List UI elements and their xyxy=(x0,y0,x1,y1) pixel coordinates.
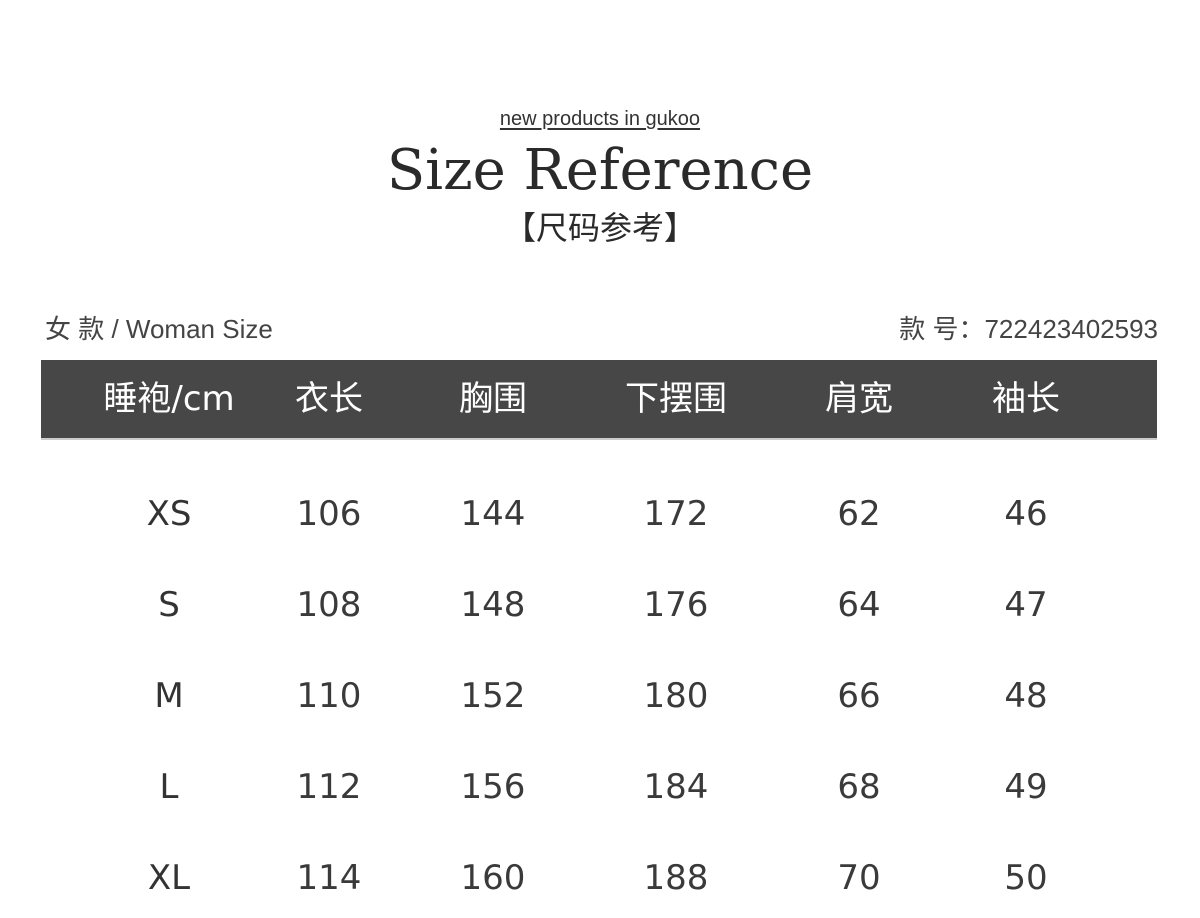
table-cell: 47 xyxy=(1004,585,1048,625)
size-label: XS xyxy=(146,494,192,534)
column-header: 袖长 xyxy=(992,379,1060,419)
size-label: L xyxy=(159,767,179,807)
table-header: 睡袍/cm 衣长 胸围 下摆围 肩宽 袖长 xyxy=(41,360,1157,440)
table-cell: 156 xyxy=(460,767,526,807)
column-header: 胸围 xyxy=(459,379,527,419)
table-cell: 144 xyxy=(460,494,526,534)
table-cell: 108 xyxy=(296,585,362,625)
table-cell: 49 xyxy=(1004,767,1048,807)
size-label: M xyxy=(154,676,184,716)
table-cell: 188 xyxy=(643,858,709,898)
table-cell: 160 xyxy=(460,858,526,898)
size-label: XL xyxy=(147,858,191,898)
table-cell: 172 xyxy=(643,494,709,534)
table-cell: 62 xyxy=(837,494,881,534)
category-label: 女 款 / Woman Size xyxy=(45,314,273,344)
column-header: 肩宽 xyxy=(825,379,893,419)
table-cell: 152 xyxy=(460,676,526,716)
table-cell: 184 xyxy=(643,767,709,807)
table-cell: 48 xyxy=(1004,676,1048,716)
column-header: 衣长 xyxy=(295,379,363,419)
table-cell: 114 xyxy=(296,858,362,898)
column-header: 睡袍/cm xyxy=(103,379,235,419)
size-label: S xyxy=(158,585,180,625)
table-cell: 68 xyxy=(837,767,881,807)
table-cell: 46 xyxy=(1004,494,1048,534)
table-cell: 176 xyxy=(643,585,709,625)
table-cell: 112 xyxy=(296,767,362,807)
tagline: new products in gukoo xyxy=(499,108,701,130)
style-number: 款 号：722423402593 xyxy=(899,314,1158,344)
column-header: 下摆围 xyxy=(625,379,727,419)
table-cell: 64 xyxy=(837,585,881,625)
page-title: Size Reference xyxy=(386,138,814,203)
table-cell: 110 xyxy=(296,676,362,716)
table-cell: 70 xyxy=(837,858,881,898)
table-cell: 106 xyxy=(296,494,362,534)
table-cell: 180 xyxy=(643,676,709,716)
table-cell: 66 xyxy=(837,676,881,716)
table-cell: 50 xyxy=(1004,858,1048,898)
page-subtitle: 【尺码参考】 xyxy=(503,209,696,247)
table-cell: 148 xyxy=(460,585,526,625)
